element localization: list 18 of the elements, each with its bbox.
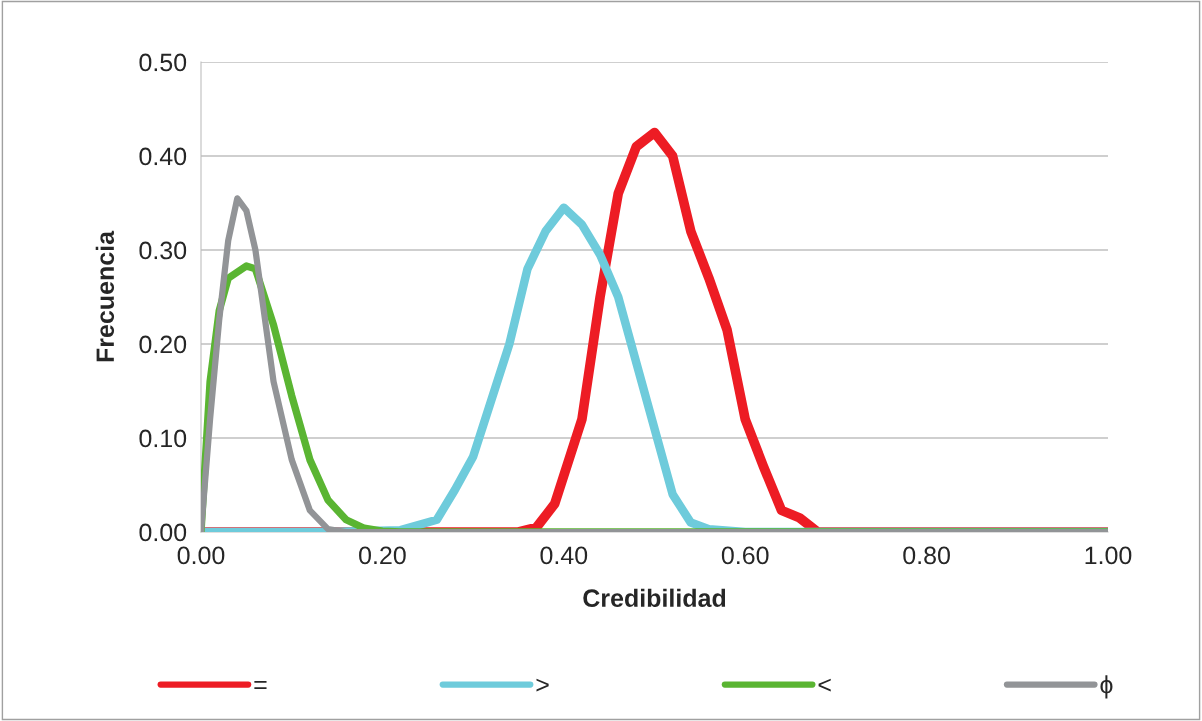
x-tick-label: 0.40 — [540, 546, 588, 565]
x-tick-label: 0.60 — [721, 546, 769, 565]
x-tick-label: 0.20 — [359, 546, 406, 565]
x-axis-title: Credibilidad — [583, 588, 726, 607]
x-tick-label: 1.00 — [1085, 546, 1132, 565]
y-axis-title: Frecuencia — [95, 230, 115, 362]
x-tick-label: 0.00 — [177, 546, 225, 565]
x-tick-label: 0.80 — [903, 546, 950, 565]
y-tick-label: 0.30 — [139, 241, 187, 260]
y-tick-label: 0.00 — [139, 523, 187, 542]
legend-label: ϕ — [1100, 675, 1113, 699]
y-tick-label: 0.10 — [139, 429, 187, 448]
legend-label: = — [254, 681, 267, 690]
legend-label: < — [818, 678, 831, 692]
y-tick-label: 0.20 — [139, 335, 187, 354]
y-tick-label: 0.40 — [139, 147, 187, 166]
y-tick-label: 0.50 — [139, 53, 187, 72]
legend-label: > — [536, 678, 549, 692]
